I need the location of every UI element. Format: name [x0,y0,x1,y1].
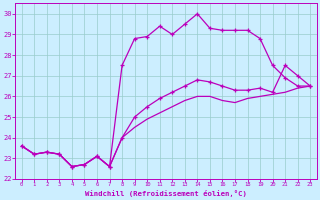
X-axis label: Windchill (Refroidissement éolien,°C): Windchill (Refroidissement éolien,°C) [85,190,247,197]
